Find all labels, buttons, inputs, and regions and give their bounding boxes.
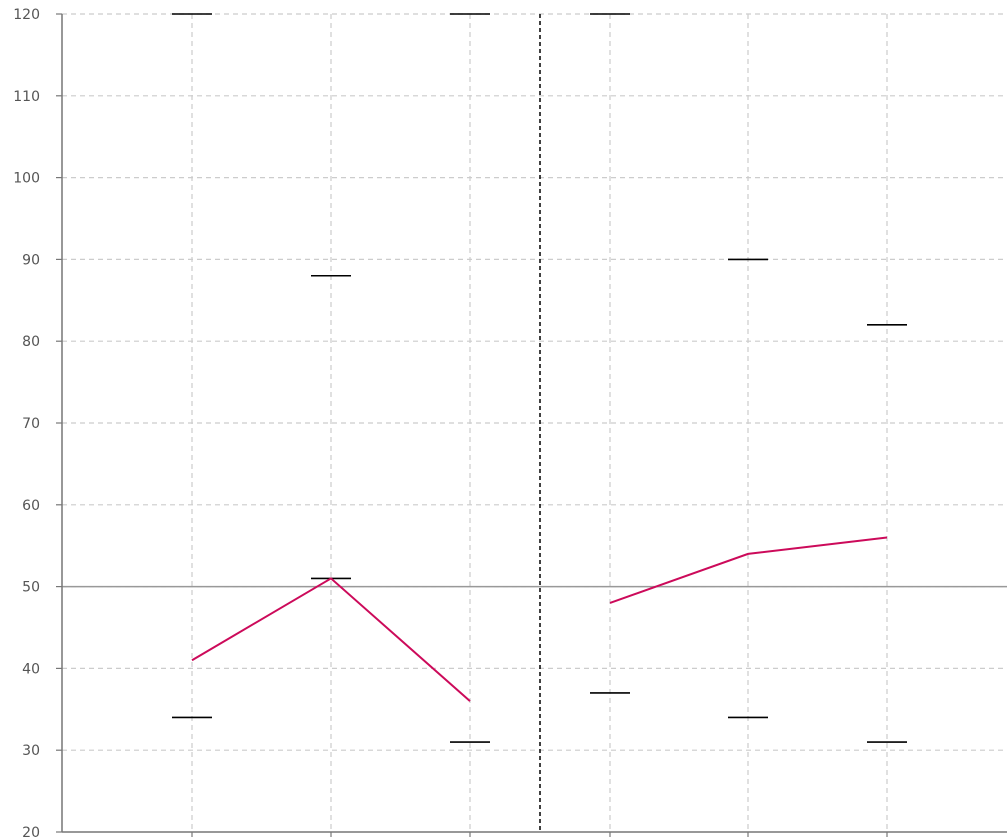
y-tick-label: 70 <box>22 416 40 432</box>
y-tick-label: 90 <box>22 252 40 268</box>
series-line <box>609 536 888 604</box>
y-tick-label: 60 <box>22 498 40 514</box>
grid <box>62 13 1007 832</box>
series-lines <box>191 536 888 702</box>
y-tick-labels: 20 30 40 50 60 70 80 90 100 110 120 <box>13 7 40 838</box>
y-tick-label: 20 <box>22 825 40 838</box>
axes <box>56 13 1007 837</box>
y-tick-label: 80 <box>22 334 40 350</box>
y-tick-label: 30 <box>22 743 40 759</box>
range-markers <box>172 13 907 743</box>
y-tick-label: 100 <box>13 171 40 187</box>
y-tick-label: 120 <box>13 7 40 23</box>
y-tick-label: 50 <box>22 580 40 596</box>
y-tick-label: 110 <box>13 89 40 105</box>
series-line <box>191 577 471 702</box>
y-tick-label: 40 <box>22 661 40 677</box>
